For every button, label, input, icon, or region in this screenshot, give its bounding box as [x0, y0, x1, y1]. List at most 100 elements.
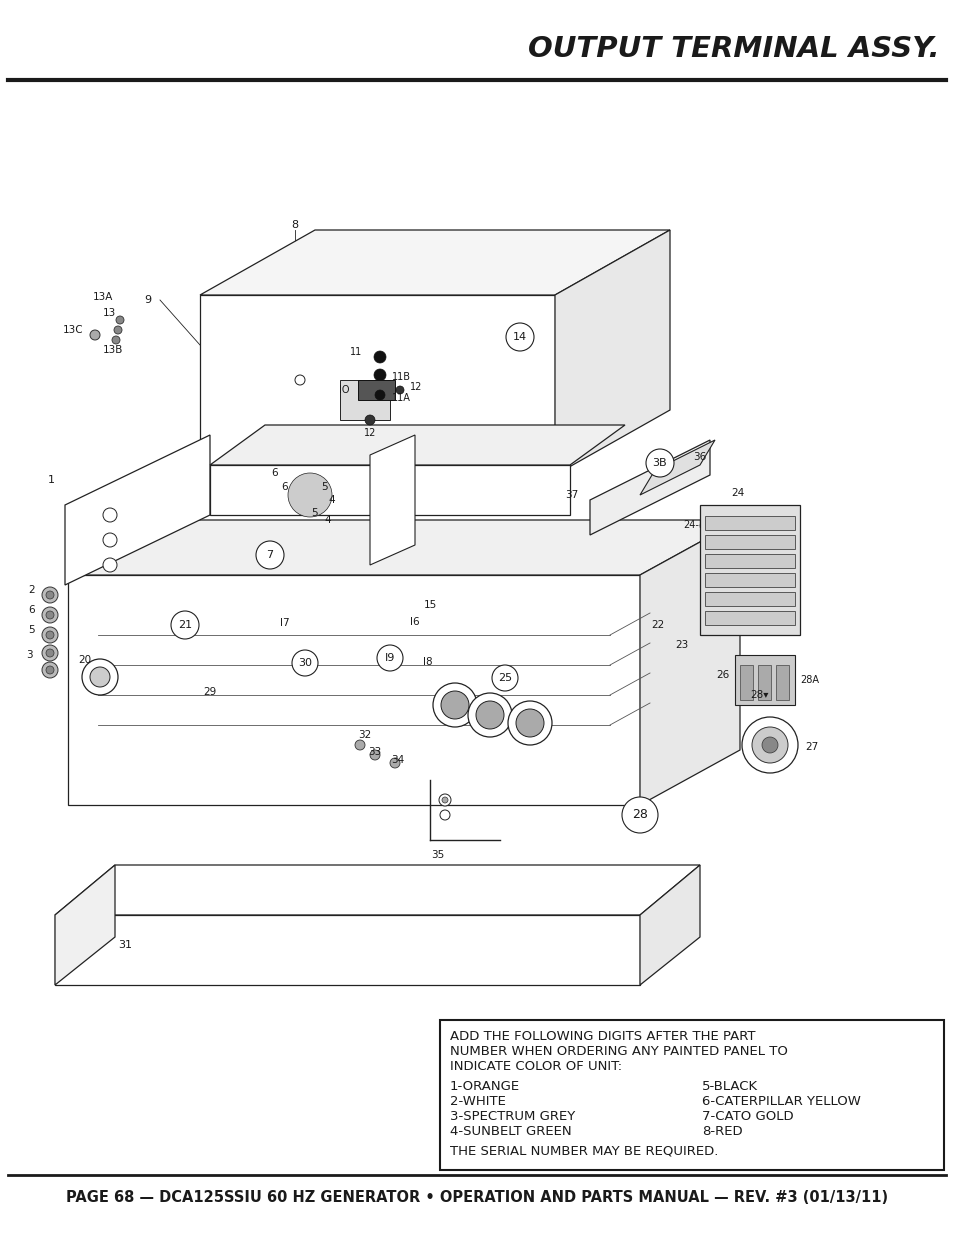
Polygon shape [65, 435, 210, 585]
Polygon shape [589, 440, 709, 535]
Text: 13C: 13C [62, 325, 83, 335]
Text: 25: 25 [497, 673, 512, 683]
Polygon shape [210, 466, 569, 515]
Circle shape [294, 479, 326, 511]
Circle shape [390, 758, 399, 768]
Text: 6: 6 [281, 482, 288, 492]
Text: 24-I: 24-I [683, 520, 701, 530]
Circle shape [82, 659, 118, 695]
Circle shape [433, 683, 476, 727]
Text: 29: 29 [203, 687, 216, 697]
Text: I9: I9 [384, 653, 395, 663]
Polygon shape [639, 520, 740, 805]
Circle shape [492, 664, 517, 692]
Circle shape [171, 611, 199, 638]
Text: 11B: 11B [392, 372, 411, 382]
Circle shape [112, 336, 120, 345]
Circle shape [116, 316, 124, 324]
Text: I7: I7 [280, 618, 290, 629]
Text: 33: 33 [368, 747, 381, 757]
Circle shape [438, 794, 451, 806]
Circle shape [42, 606, 58, 622]
Text: OUTPUT TERMINAL ASSY.: OUTPUT TERMINAL ASSY. [528, 35, 939, 63]
Polygon shape [775, 664, 788, 700]
Text: 23: 23 [675, 640, 688, 650]
Polygon shape [357, 380, 395, 400]
Text: 21: 21 [178, 620, 192, 630]
Text: 24: 24 [731, 488, 744, 498]
Text: 5: 5 [29, 625, 35, 635]
Circle shape [505, 324, 534, 351]
Circle shape [751, 727, 787, 763]
Polygon shape [200, 295, 555, 475]
Polygon shape [704, 516, 794, 530]
Text: NUMBER WHEN ORDERING ANY PAINTED PANEL TO: NUMBER WHEN ORDERING ANY PAINTED PANEL T… [450, 1045, 787, 1058]
Circle shape [46, 666, 54, 674]
Text: 6: 6 [29, 605, 35, 615]
Text: 4-SUNBELT GREEN: 4-SUNBELT GREEN [450, 1125, 571, 1137]
Polygon shape [639, 864, 700, 986]
Polygon shape [734, 655, 794, 705]
Text: 5: 5 [312, 508, 318, 517]
Text: 1-ORANGE: 1-ORANGE [450, 1079, 519, 1093]
Circle shape [294, 375, 305, 385]
Polygon shape [555, 230, 669, 475]
Polygon shape [704, 555, 794, 568]
Text: 22: 22 [651, 620, 664, 630]
Circle shape [374, 351, 386, 363]
Circle shape [292, 650, 317, 676]
Text: 13A: 13A [92, 291, 113, 303]
Text: 13: 13 [103, 308, 116, 317]
Circle shape [365, 415, 375, 425]
Text: 6-CATERPILLAR YELLOW: 6-CATERPILLAR YELLOW [701, 1095, 860, 1108]
Text: I6: I6 [410, 618, 419, 627]
Polygon shape [740, 664, 752, 700]
Circle shape [46, 650, 54, 657]
Polygon shape [370, 435, 415, 564]
Circle shape [42, 662, 58, 678]
Polygon shape [700, 505, 800, 635]
Polygon shape [704, 535, 794, 550]
Circle shape [439, 810, 450, 820]
Circle shape [355, 740, 365, 750]
Circle shape [516, 709, 543, 737]
Circle shape [395, 387, 403, 394]
Text: IO: IO [339, 385, 350, 395]
Text: 14: 14 [513, 332, 526, 342]
Text: 7-CATO GOLD: 7-CATO GOLD [701, 1110, 793, 1123]
Text: 30: 30 [297, 658, 312, 668]
Text: 4: 4 [324, 515, 331, 525]
Text: 12: 12 [363, 429, 375, 438]
Circle shape [645, 450, 673, 477]
Text: 28▾: 28▾ [750, 690, 768, 700]
Circle shape [42, 645, 58, 661]
Polygon shape [704, 611, 794, 625]
Text: 27: 27 [804, 742, 818, 752]
Bar [439, 1020, 943, 1170]
Text: 11A: 11A [392, 393, 411, 403]
Polygon shape [55, 864, 115, 986]
Text: 3-SPECTRUM GREY: 3-SPECTRUM GREY [450, 1110, 575, 1123]
Text: 9: 9 [144, 295, 152, 305]
Circle shape [90, 667, 110, 687]
Text: 11: 11 [350, 347, 361, 357]
Text: ADD THE FOLLOWING DIGITS AFTER THE PART: ADD THE FOLLOWING DIGITS AFTER THE PART [450, 1030, 755, 1044]
Polygon shape [639, 440, 714, 495]
Polygon shape [68, 576, 639, 805]
Circle shape [741, 718, 797, 773]
Text: 36: 36 [693, 452, 706, 462]
Polygon shape [55, 915, 639, 986]
Polygon shape [758, 664, 770, 700]
Circle shape [113, 326, 122, 333]
Text: 3B: 3B [652, 458, 666, 468]
Circle shape [441, 797, 448, 803]
Polygon shape [200, 230, 669, 295]
Circle shape [255, 541, 284, 569]
Text: 1: 1 [48, 475, 55, 485]
Text: 3: 3 [27, 650, 33, 659]
Text: 37: 37 [565, 490, 578, 500]
Circle shape [103, 558, 117, 572]
Circle shape [42, 587, 58, 603]
Circle shape [299, 485, 319, 505]
Text: 2: 2 [29, 585, 35, 595]
